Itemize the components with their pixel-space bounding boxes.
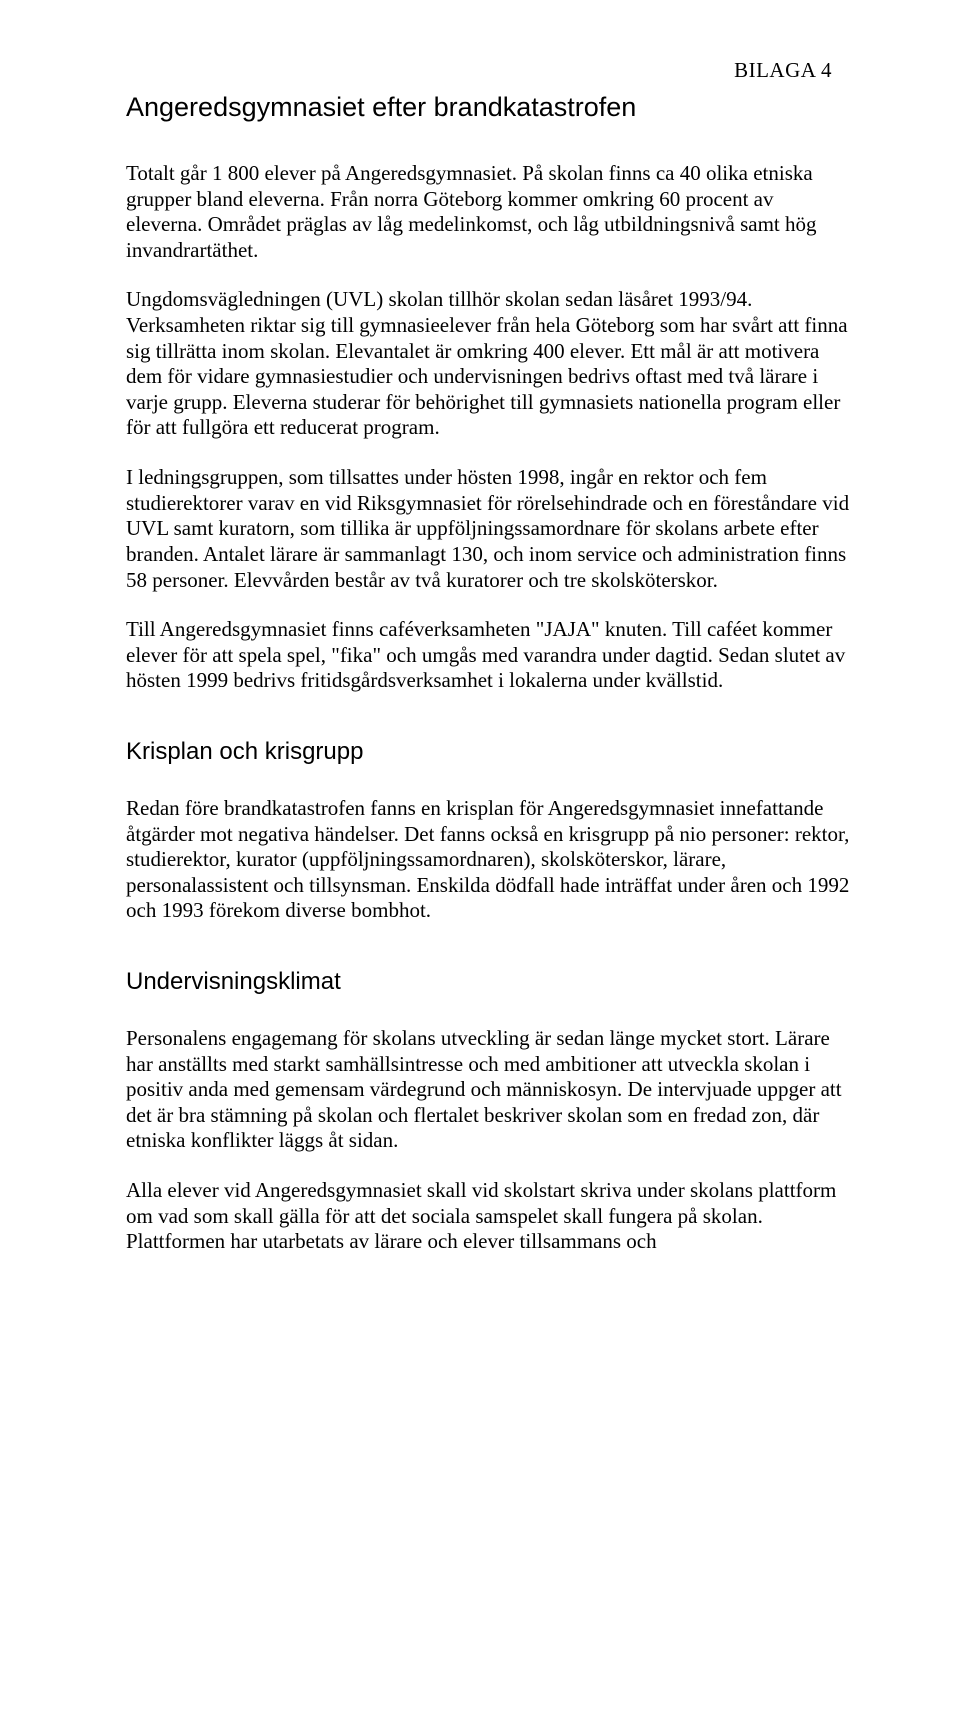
paragraph-undervisning-1: Personalens engagemang för skolans utvec… xyxy=(126,1026,850,1154)
paragraph-krisplan-1: Redan före brandkatastrofen fanns en kri… xyxy=(126,796,850,924)
paragraph-intro-3: I ledningsgruppen, som tillsattes under … xyxy=(126,465,850,593)
paragraph-intro-4: Till Angeredsgymnasiet finns caféverksam… xyxy=(126,617,850,694)
section-heading-undervisningsklimat: Undervisningsklimat xyxy=(126,968,850,996)
section-heading-krisplan: Krisplan och krisgrupp xyxy=(126,738,850,766)
page-title: Angeredsgymnasiet efter brandkatastrofen xyxy=(126,92,850,123)
paragraph-intro-1: Totalt går 1 800 elever på Angeredsgymna… xyxy=(126,161,850,263)
attachment-label: BILAGA 4 xyxy=(734,58,832,83)
document-page: BILAGA 4 Angeredsgymnasiet efter brandka… xyxy=(0,0,960,1727)
paragraph-intro-2: Ungdomsvägledningen (UVL) skolan tillhör… xyxy=(126,287,850,441)
paragraph-undervisning-2: Alla elever vid Angeredsgymnasiet skall … xyxy=(126,1178,850,1255)
